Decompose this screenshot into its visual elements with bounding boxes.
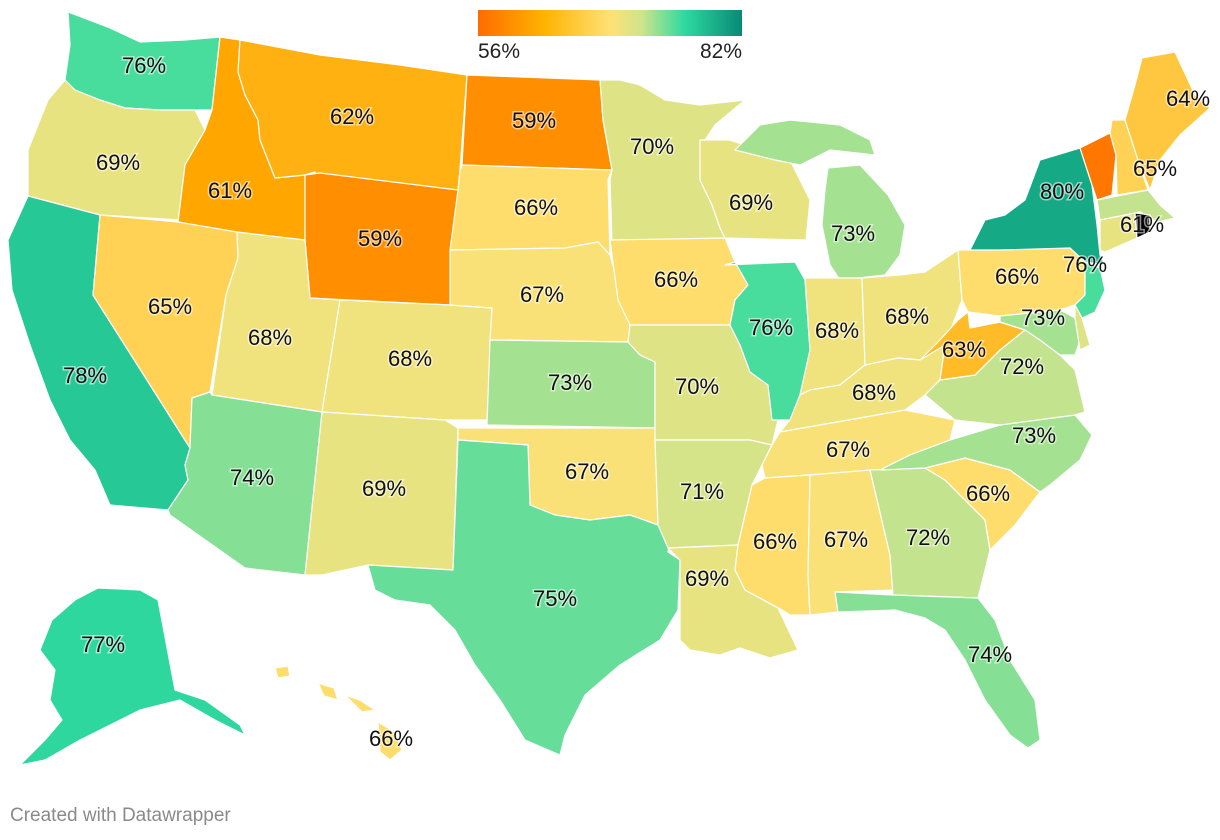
label-in: 68% <box>815 318 859 343</box>
label-sd: 66% <box>514 195 558 220</box>
label-nd: 59% <box>512 108 556 133</box>
label-me: 64% <box>1166 86 1210 111</box>
state-ny[interactable] <box>969 147 1106 266</box>
state-tx[interactable] <box>367 439 681 756</box>
label-nh: 65% <box>1133 156 1177 181</box>
state-fl[interactable] <box>834 591 1041 749</box>
label-nm: 69% <box>362 476 406 501</box>
label-mt: 62% <box>330 104 374 129</box>
state-hi[interactable] <box>274 665 291 679</box>
label-wy: 59% <box>358 226 402 251</box>
state-nj[interactable] <box>1074 261 1106 319</box>
label-ak: 77% <box>81 632 125 657</box>
label-ar: 71% <box>680 479 724 504</box>
label-ok: 67% <box>565 459 609 484</box>
label-fl: 74% <box>968 642 1012 667</box>
label-nv: 65% <box>148 294 192 319</box>
label-az: 74% <box>230 465 274 490</box>
label-nj: 76% <box>1063 252 1107 277</box>
label-md: 73% <box>1021 305 1065 330</box>
state-nv[interactable] <box>92 214 239 449</box>
label-ma: 61% <box>1120 212 1164 237</box>
state-ri[interactable] <box>1134 212 1151 239</box>
state-wv[interactable] <box>919 311 1026 381</box>
legend-min-label: 56% <box>478 40 521 63</box>
state-de[interactable] <box>1074 304 1091 351</box>
label-va: 72% <box>1000 354 1044 379</box>
label-oh: 68% <box>885 304 929 329</box>
state-hi-4[interactable] <box>377 721 403 761</box>
state-hi-2[interactable] <box>317 682 339 701</box>
state-md[interactable] <box>999 309 1081 356</box>
label-sc: 66% <box>966 481 1010 506</box>
state-me[interactable] <box>1124 51 1211 191</box>
label-ca: 78% <box>63 363 107 388</box>
state-mt[interactable] <box>237 39 468 191</box>
label-wa: 76% <box>122 53 166 78</box>
label-ms: 66% <box>753 529 797 554</box>
label-la: 69% <box>685 566 729 591</box>
state-mi[interactable] <box>821 164 906 281</box>
state-hi-3[interactable] <box>344 694 376 713</box>
label-wi: 69% <box>729 190 773 215</box>
label-ks: 73% <box>548 370 592 395</box>
label-mi: 73% <box>831 221 875 246</box>
label-pa: 66% <box>995 264 1039 289</box>
label-wv: 63% <box>942 337 986 362</box>
label-tx: 75% <box>533 586 577 611</box>
state-ct[interactable] <box>1099 212 1138 253</box>
label-nc: 73% <box>1012 423 1056 448</box>
label-co: 68% <box>388 346 432 371</box>
label-mo: 70% <box>675 374 719 399</box>
legend-gradient-bar <box>478 10 742 36</box>
label-al: 67% <box>824 527 868 552</box>
label-tn: 67% <box>826 437 870 462</box>
label-ia: 66% <box>654 267 698 292</box>
label-or: 69% <box>96 150 140 175</box>
label-mn: 70% <box>630 134 674 159</box>
state-mi-up[interactable] <box>734 119 876 166</box>
state-ak[interactable] <box>19 587 246 766</box>
label-hi: 66% <box>369 726 413 751</box>
label-ga: 72% <box>906 525 950 550</box>
label-ky: 68% <box>852 380 896 405</box>
label-ut: 68% <box>248 325 292 350</box>
label-id: 61% <box>208 178 252 203</box>
label-il: 76% <box>749 315 793 340</box>
legend-max-label: 82% <box>700 40 743 63</box>
label-ne: 67% <box>520 282 564 307</box>
datawrapper-credit[interactable]: Created with Datawrapper <box>10 805 231 826</box>
label-ny: 80% <box>1040 179 1084 204</box>
